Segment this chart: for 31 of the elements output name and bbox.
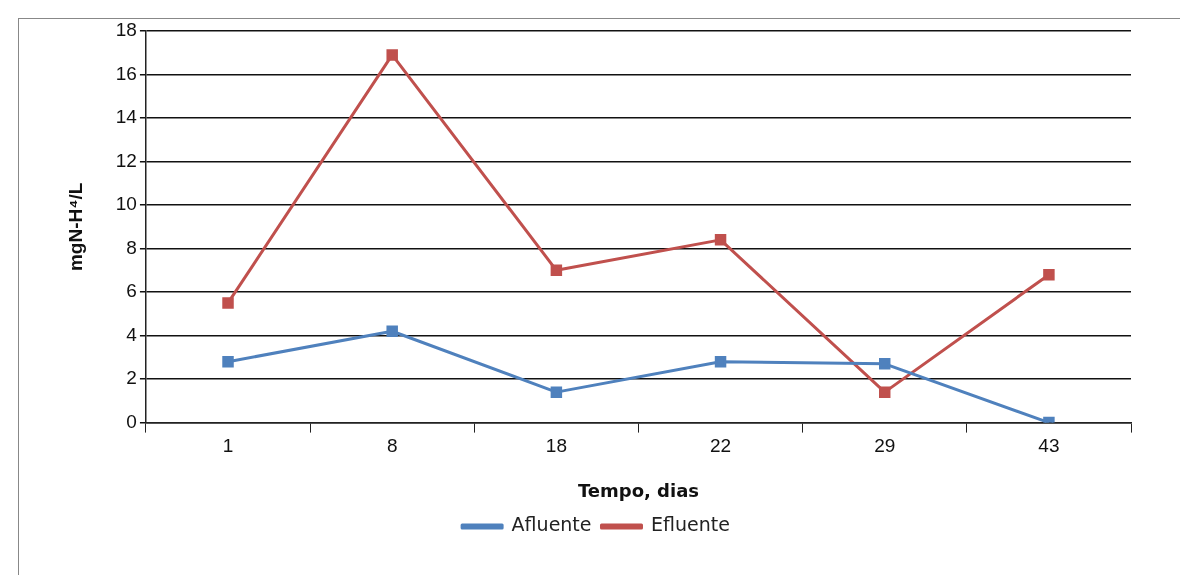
legend-label: Efluente <box>651 513 730 536</box>
y-tick-label: 10 <box>115 193 137 215</box>
point <box>714 355 727 368</box>
point <box>550 386 563 398</box>
y-axis-title: mgN-H⁴/L <box>64 182 86 272</box>
point <box>878 358 891 370</box>
point <box>714 234 727 246</box>
x-tick-label: 22 <box>709 435 732 457</box>
point <box>386 325 398 337</box>
y-tick-label: 16 <box>115 62 137 84</box>
point <box>550 264 563 277</box>
point <box>222 355 234 368</box>
point <box>1043 268 1055 281</box>
x-tick-label: 1 <box>222 435 234 457</box>
x-tick-label: 8 <box>386 435 398 457</box>
y-tick-label: 6 <box>126 280 137 302</box>
x-tick-label: 43 <box>1038 435 1060 457</box>
y-tick-label: 8 <box>126 236 137 258</box>
y-tick-label: 2 <box>126 367 137 389</box>
y-tick-label: 0 <box>126 410 137 432</box>
point <box>878 386 891 398</box>
y-tick-label: 12 <box>115 149 137 171</box>
x-tick-label: 29 <box>874 435 896 457</box>
y-tick-label: 18 <box>115 19 137 41</box>
point <box>222 297 234 309</box>
legend-label: Afluente <box>511 513 592 536</box>
y-tick-label: 14 <box>115 106 138 128</box>
point <box>386 49 398 61</box>
y-tick-label: 4 <box>126 323 138 345</box>
x-tick-label: 18 <box>545 435 567 457</box>
x-axis-title: Tempo, dias <box>577 479 700 501</box>
